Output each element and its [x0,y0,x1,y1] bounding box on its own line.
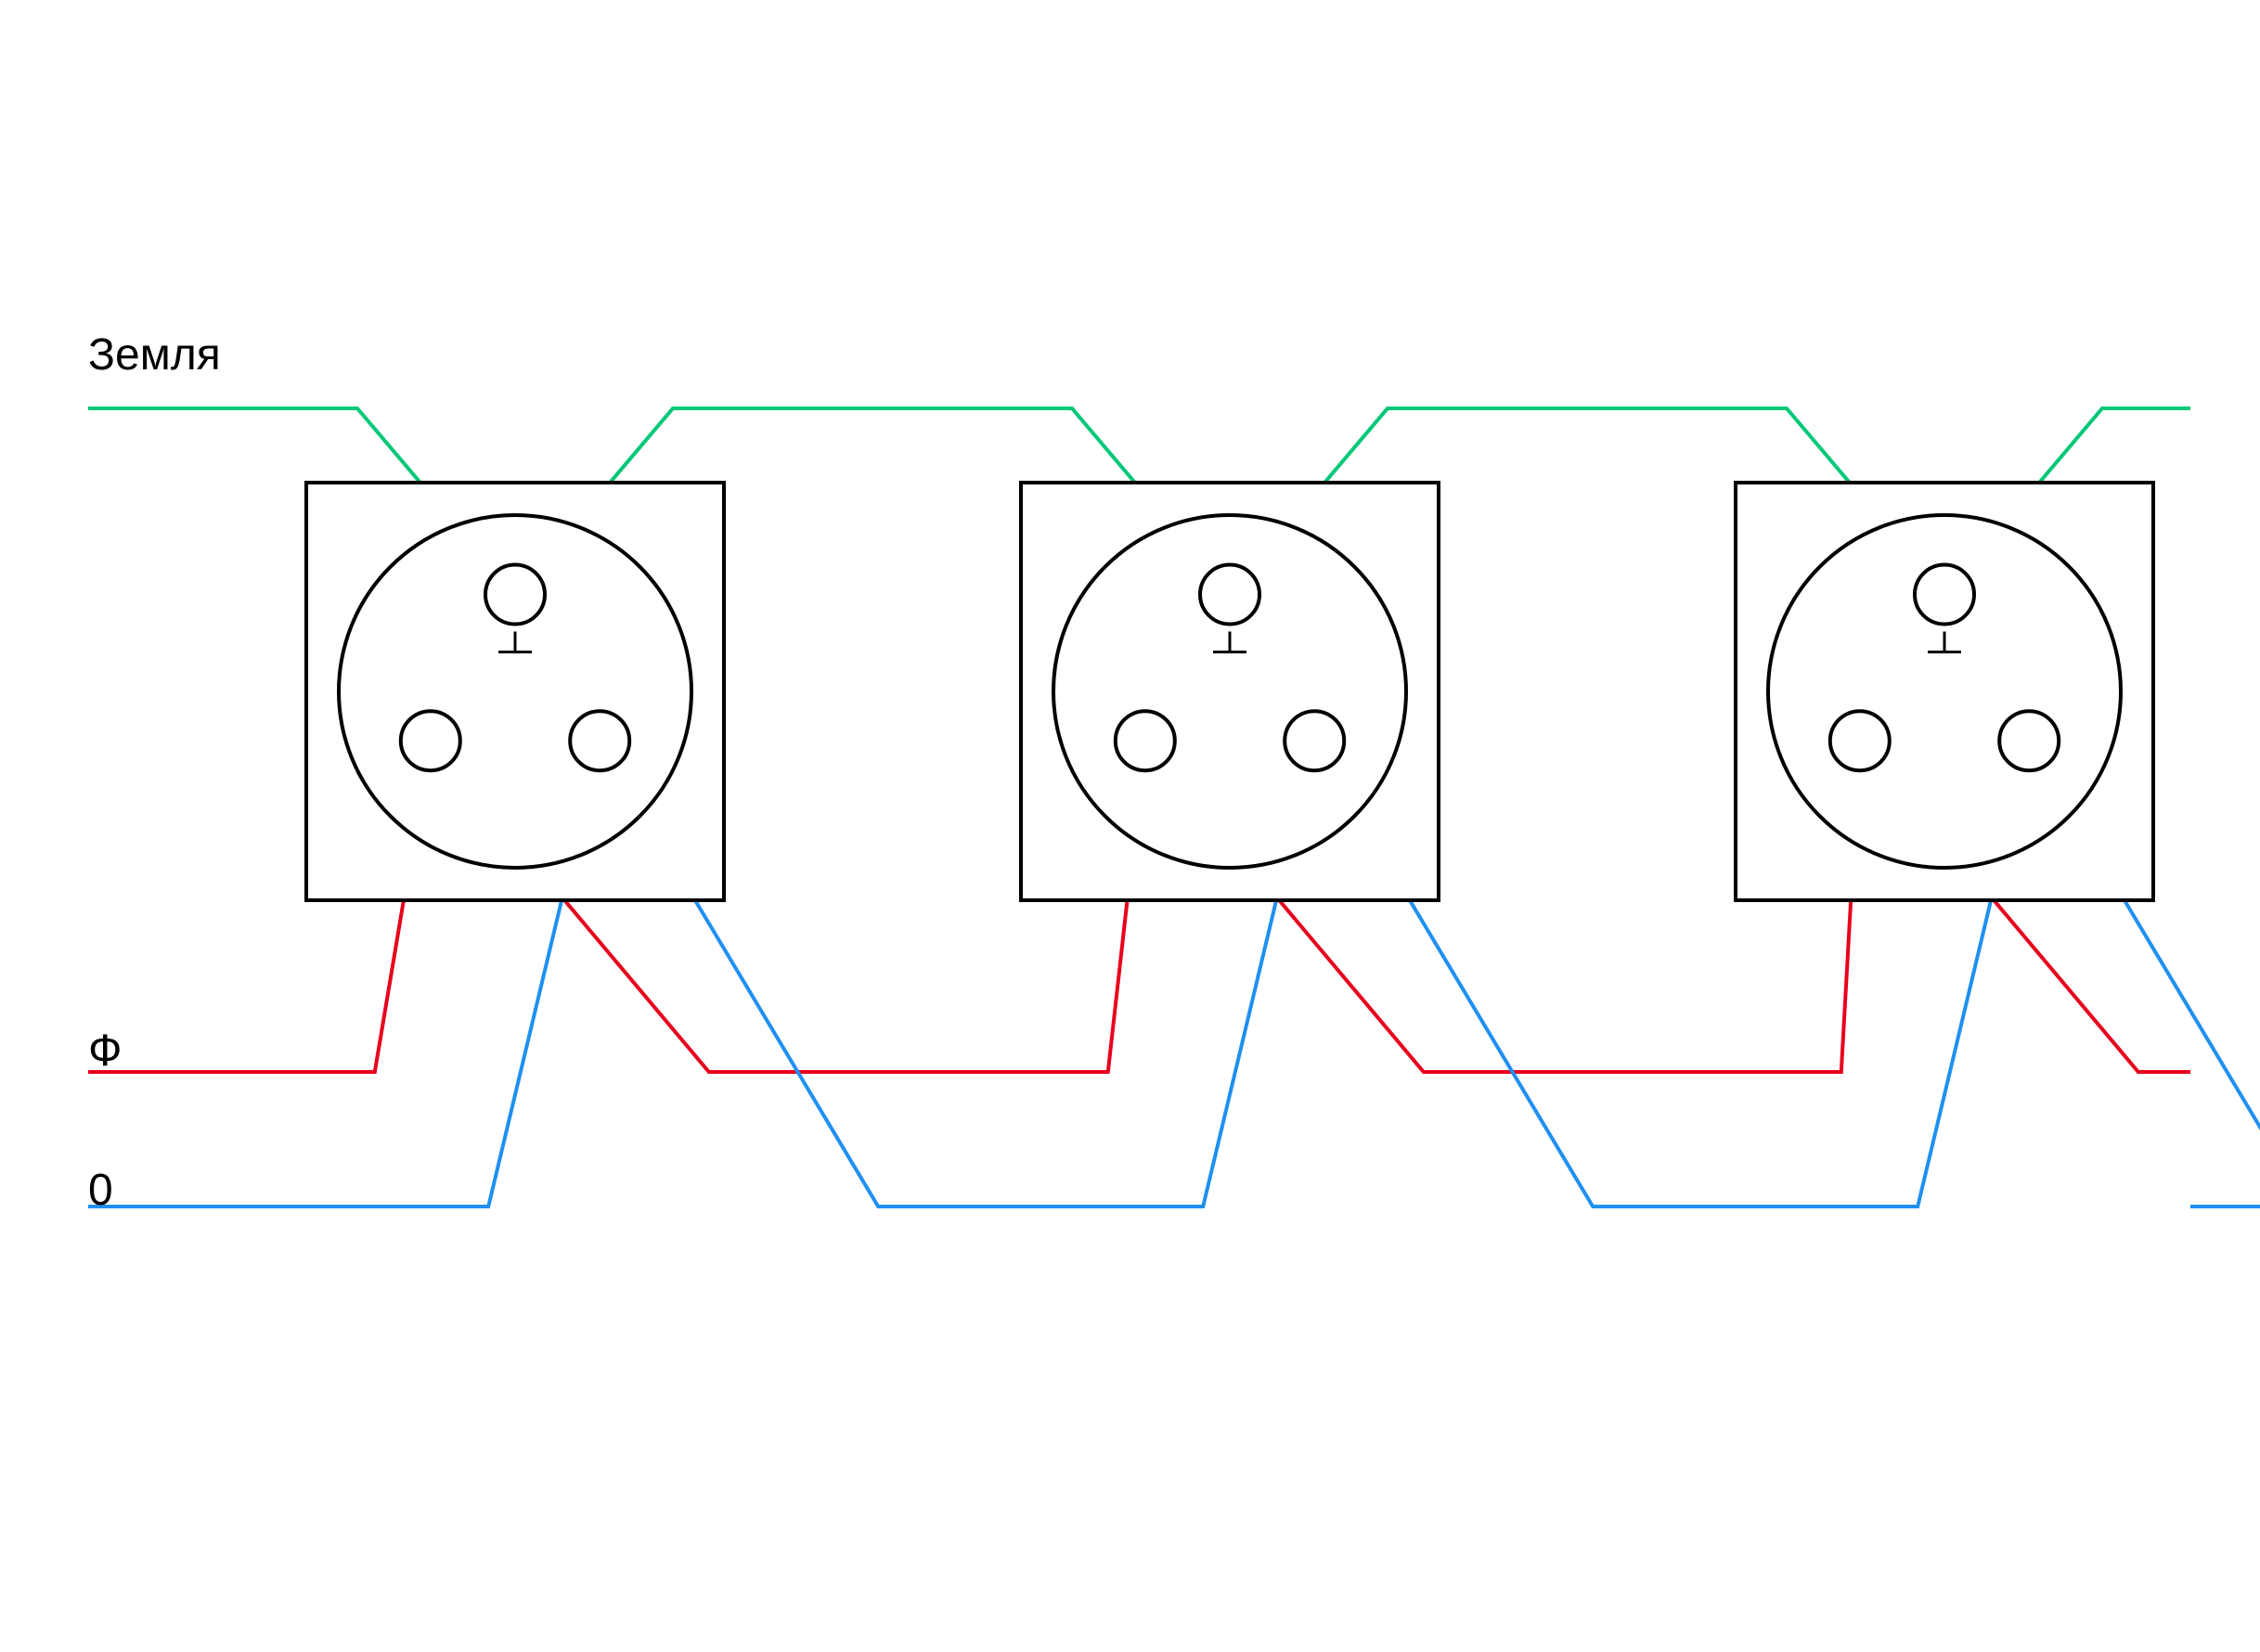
socket-1-neutral-pin [570,711,629,770]
socket-1-phase-pin [401,711,460,770]
ground-label: Земля [88,329,221,381]
socket-2-neutral-pin [1285,711,1344,770]
socket-2-phase-pin [1116,711,1175,770]
phase-label: Ф [88,1026,123,1077]
wiring-diagram [0,0,2260,1652]
socket-3-phase-pin [1830,711,1890,770]
socket-3-neutral-pin [1999,711,2059,770]
neutral-label: 0 [88,1165,113,1216]
socket-3-ground-pin [1915,565,1974,625]
socket-2-ground-pin [1200,565,1259,625]
socket-1-ground-pin [485,565,545,625]
